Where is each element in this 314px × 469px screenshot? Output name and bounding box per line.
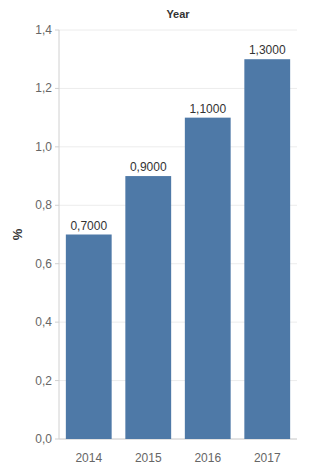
bars [66,59,290,439]
bar [244,59,290,439]
y-tick [55,322,59,323]
grid-line [59,30,297,31]
data-label: 0,7000 [70,219,107,233]
y-tick [55,30,59,31]
title: Year [166,8,190,20]
y-tick [55,380,59,381]
y-tick [55,205,59,206]
x-tick-label: 2016 [194,451,221,465]
y-axis-label: % [10,228,25,240]
chart-container: 0,0 0,2 0,4 0,6 0,8 1,0 1,2 1,4 0,7000 0,9000 1,10… [0,0,314,469]
x-tick-label: 2014 [75,451,102,465]
y-axis-line [59,30,60,439]
y-tick [55,146,59,147]
y-tick [55,88,59,89]
y-tick-label: 1,2 [35,81,52,95]
bar [125,176,171,439]
y-tick-label: 1,0 [35,140,52,154]
data-label: 1,1000 [189,102,226,116]
grid [55,30,297,439]
chart-svg: 0,0 0,2 0,4 0,6 0,8 1,0 1,2 1,4 0,7000 0,9000 1,10… [0,0,314,469]
data-label: 1,3000 [249,43,286,57]
y-tick-label: 0,0 [35,432,52,446]
y-tick-label: 0,2 [35,374,52,388]
x-tick-label: 2017 [254,451,281,465]
y-tick-label: 0,6 [35,257,52,271]
y-tick-label: 0,8 [35,198,52,212]
bar [185,118,231,439]
y-tick [55,263,59,264]
bar [66,235,112,440]
y-tick [55,439,59,440]
x-tick-label: 2015 [135,451,162,465]
y-tick-label: 1,4 [35,23,52,37]
y-tick-label: 0,4 [35,315,52,329]
data-label: 0,9000 [130,160,167,174]
